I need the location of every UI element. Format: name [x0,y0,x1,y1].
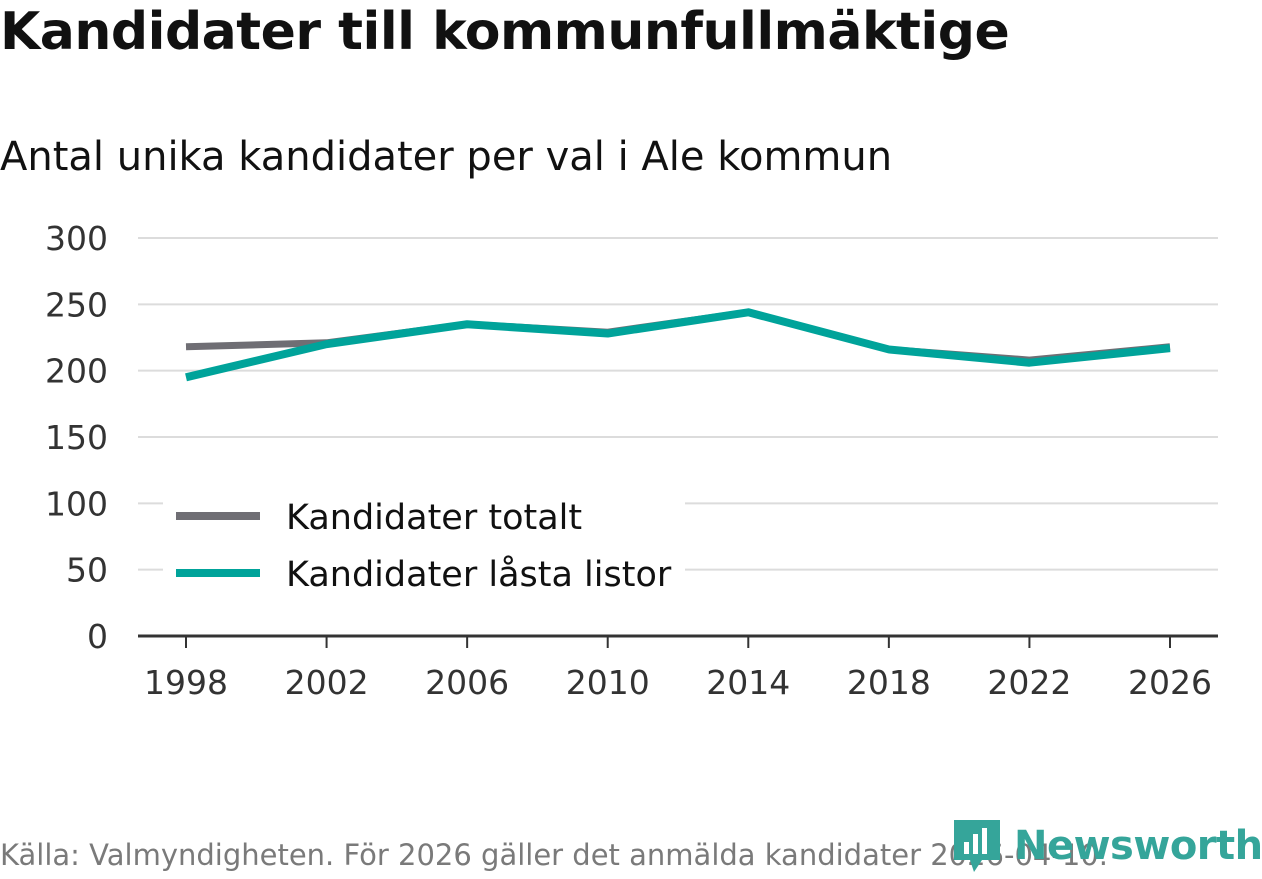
x-tick-label: 2010 [566,663,650,702]
data-point [464,321,470,327]
chart-subtitle: Antal unika kandidater per val i Ale kom… [0,134,893,180]
data-point [1167,345,1173,351]
chart-title: Kandidater till kommunfullmäktige [0,2,1010,62]
y-tick-label: 50 [66,551,108,590]
brand-logo: Newsworthy [952,818,1262,874]
legend-label: Kandidater totalt [286,498,582,538]
data-point [183,374,189,380]
x-tick-label: 1998 [144,663,228,702]
data-point [745,309,751,315]
x-tick-label: 2006 [425,663,509,702]
brand-name: Newsworthy [1014,823,1262,869]
y-tick-label: 250 [45,285,108,324]
data-point [1026,360,1032,366]
source-note: Källa: Valmyndigheten. För 2026 gäller d… [0,838,1108,872]
legend-label: Kandidater låsta listor [286,554,672,595]
y-tick-label: 150 [45,418,108,457]
x-tick-label: 2014 [706,663,790,702]
data-point [324,341,330,347]
y-tick-label: 200 [45,352,108,391]
data-point [183,344,189,350]
y-tick-label: 0 [87,617,108,656]
series-line-kandidater-lasta-listor [185,308,1171,382]
bar-chart-pin-icon [954,820,1000,872]
x-tick-label: 2018 [847,663,931,702]
y-tick-label: 100 [45,484,108,523]
x-tick-label: 2026 [1128,663,1212,702]
x-tick-label: 2002 [285,663,369,702]
x-tick-label: 2022 [987,663,1071,702]
data-point [886,346,892,352]
y-tick-label: 300 [45,219,108,258]
data-point [605,331,611,337]
